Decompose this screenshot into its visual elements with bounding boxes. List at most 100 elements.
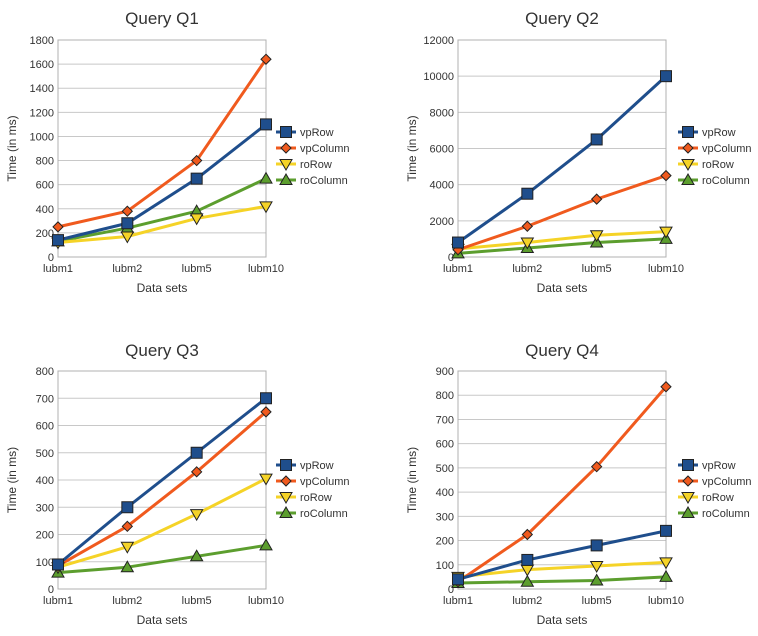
plot-area (457, 39, 667, 258)
y-tick-label: 400 (36, 475, 54, 487)
legend-marker-roColumn (681, 172, 695, 185)
data-point-vpColumn (660, 169, 672, 182)
chart-panel-q1: Query Q1 0 200 400 600 800 1000 1200 1400 1600 180… (5, 9, 350, 295)
series-line-roRow (457, 230, 667, 251)
data-point-vpRow (190, 172, 203, 185)
data-point-roRow (120, 541, 135, 554)
legend-entry-vpColumn: vpColumn (300, 476, 350, 488)
legend-entry-vpColumn: vpColumn (702, 476, 752, 488)
y-tick-label: 1800 (30, 35, 54, 47)
legend-entry-roColumn: roColumn (702, 175, 750, 187)
legend-entry-vpColumn: vpColumn (702, 143, 752, 155)
x-tick-label: lubm2 (112, 263, 142, 275)
legend-marker-roRow (279, 159, 293, 172)
legend-entry-vpRow: vpRow (300, 127, 334, 139)
data-point-vpRow (521, 187, 534, 200)
y-tick-label: 400 (436, 487, 454, 499)
legend-marker-vpColumn (280, 142, 292, 154)
legend-entry-vpColumn: vpColumn (300, 143, 350, 155)
y-tick-label: 0 (448, 252, 454, 264)
legend-marker-vpRow (682, 126, 694, 138)
data-point-roRow (120, 231, 135, 244)
chart-title: Query Q1 (125, 9, 199, 28)
series-line-vpColumn (457, 385, 668, 583)
chart-title: Query Q3 (125, 341, 199, 360)
legend-entry-roRow: roRow (300, 159, 332, 171)
chart-title: Query Q4 (525, 341, 599, 360)
data-point-vpRow (260, 392, 272, 405)
x-tick-label: lubm5 (582, 263, 612, 275)
x-axis-label: Data sets (537, 613, 588, 627)
data-point-roColumn (659, 569, 673, 582)
y-tick-label: 6000 (430, 144, 454, 156)
y-tick-label: 700 (436, 414, 454, 426)
data-point-vpRow (660, 70, 672, 83)
data-point-roColumn (120, 560, 135, 573)
x-tick-label: lubm5 (182, 595, 212, 607)
legend-marker-roColumn (681, 505, 695, 518)
y-tick-label: 0 (48, 252, 54, 264)
x-tick-label: lubm2 (512, 263, 542, 275)
data-point-vpRow (660, 524, 672, 537)
y-tick-label: 0 (448, 584, 454, 596)
data-point-vpRow (121, 501, 134, 514)
chart-panel-q4: Query Q4 0 100 200 300 400 500 600 700 800 900 lubm… (405, 341, 752, 627)
x-tick-label: lubm10 (248, 595, 284, 607)
data-point-vpColumn (260, 406, 272, 418)
series-line-vpRow (457, 75, 668, 244)
data-point-roRow (520, 237, 535, 250)
y-tick-label: 600 (436, 439, 454, 451)
data-point-roColumn (589, 573, 604, 586)
y-tick-label: 1200 (30, 107, 54, 119)
legend-entry-vpRow: vpRow (702, 127, 736, 139)
data-point-vpRow (521, 553, 534, 566)
y-tick-label: 100 (36, 557, 54, 569)
x-axis-label: Data sets (137, 281, 188, 295)
chart-title: Query Q2 (525, 9, 599, 28)
legend-marker-roRow (279, 492, 293, 505)
data-point-roRow (189, 509, 204, 522)
data-point-roRow (659, 226, 673, 239)
legend-marker-roColumn (279, 505, 293, 518)
legend-marker-roRow (681, 159, 695, 172)
data-point-roColumn (520, 574, 535, 587)
legend-entry-roColumn: roColumn (702, 508, 750, 520)
y-tick-label: 900 (436, 366, 454, 378)
x-tick-label: lubm10 (648, 595, 684, 607)
data-point-roRow (189, 213, 204, 226)
series-line-roRow (457, 560, 667, 579)
data-point-vpColumn (121, 520, 134, 533)
y-tick-label: 1000 (30, 131, 54, 143)
series-line-vpColumn (57, 58, 268, 229)
series-line-vpColumn (57, 410, 267, 568)
legend-marker-vpColumn (682, 142, 694, 154)
data-point-roColumn (259, 171, 273, 184)
y-tick-label: 4000 (430, 180, 454, 192)
data-point-vpRow (121, 217, 134, 230)
y-tick-label: 800 (436, 390, 454, 402)
x-tick-label: lubm2 (512, 595, 542, 607)
data-point-roColumn (259, 538, 273, 551)
y-tick-label: 10000 (423, 71, 454, 83)
y-tick-label: 2000 (430, 216, 454, 228)
x-tick-label: lubm5 (182, 263, 212, 275)
series-line-vpRow (57, 123, 267, 242)
series-line-vpRow (457, 529, 667, 581)
x-tick-label: lubm10 (248, 263, 284, 275)
data-point-vpColumn (190, 154, 203, 167)
y-tick-label: 500 (36, 448, 54, 460)
data-point-vpColumn (190, 466, 203, 478)
legend-entry-vpRow: vpRow (702, 460, 736, 472)
data-point-vpColumn (660, 381, 672, 393)
data-point-vpRow (590, 133, 603, 146)
y-axis-label: Time (in ms) (405, 447, 419, 513)
data-point-vpRow (190, 446, 203, 459)
series-line-roRow (57, 477, 267, 569)
x-tick-label: lubm5 (582, 595, 612, 607)
series-line-roColumn (57, 177, 267, 243)
legend-marker-roRow (681, 492, 695, 505)
data-point-vpColumn (590, 193, 603, 205)
data-point-vpRow (260, 118, 272, 131)
y-tick-label: 500 (436, 463, 454, 475)
